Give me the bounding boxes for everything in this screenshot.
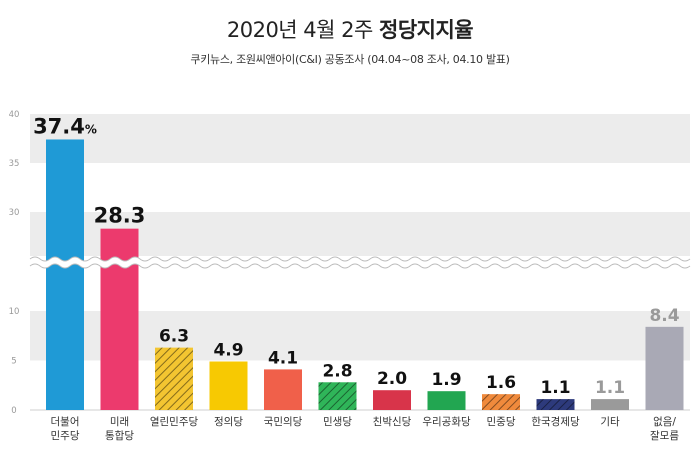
axis-break-band (30, 257, 690, 268)
bar (645, 326, 684, 410)
chart-title-bold: 정당지지율 (379, 18, 474, 42)
bar (264, 369, 302, 410)
bar-value-unit: % (85, 122, 97, 136)
bar-value-label: 4.1 (268, 348, 298, 368)
grid-band (30, 114, 690, 163)
y-tick-label: 40 (9, 110, 20, 120)
category-label: 미래 (110, 416, 129, 428)
y-tick-label: 0 (11, 406, 16, 416)
chart-title-light: 2020년 4월 2주 (226, 18, 373, 42)
bar-value-label: 8.4 (649, 306, 679, 326)
y-tick-label: 5 (11, 357, 16, 367)
grid-bands (30, 114, 690, 411)
bar-value-label: 2.8 (322, 361, 352, 381)
bar (482, 394, 520, 410)
category-label: 한국경제당 (531, 415, 580, 428)
bar-value-label: 2.0 (377, 369, 407, 389)
category-label: 정의당 (214, 416, 243, 428)
category-label: 민주당 (51, 430, 80, 442)
bar (155, 347, 193, 410)
category-label: 우리공화당 (422, 416, 471, 428)
category-label: 열린민주당 (150, 416, 199, 428)
chart-title: 2020년 4월 2주 정당지지율 (0, 14, 700, 44)
axis-break-line (29, 256, 691, 262)
category-label: 민중당 (487, 416, 516, 428)
bar (591, 399, 629, 410)
bar-value-label: 1.1 (540, 378, 570, 398)
bar (100, 228, 139, 410)
bar-value-label: 6.3 (159, 327, 189, 347)
category-label: 더불어 (51, 416, 80, 428)
bar (46, 139, 84, 411)
category-label: 국민의당 (264, 416, 303, 428)
bar (209, 361, 248, 410)
axis-break-line (29, 263, 691, 269)
bar-value-label: 1.6 (486, 373, 516, 393)
y-tick-label: 35 (9, 159, 20, 169)
category-label: 없음/ (653, 415, 676, 428)
chart-subtitle: 쿠키뉴스, 조원씨앤아이(C&I) 공동조사 (04.04~08 조사, 04.… (190, 53, 510, 66)
category-label: 통합당 (105, 430, 134, 442)
y-tick-label: 30 (9, 208, 20, 218)
bar (373, 390, 411, 410)
bar-value-label: 28.3 (94, 204, 146, 228)
bar-value-label: 4.9 (213, 340, 243, 360)
category-label: 기타 (600, 416, 620, 428)
bar (318, 382, 357, 410)
y-tick-label: 10 (9, 307, 20, 317)
axis-break (29, 256, 691, 269)
category-label: 친박신당 (373, 416, 412, 428)
bar-value-label: 1.9 (431, 370, 461, 390)
bar-value-label: 1.1 (595, 378, 625, 398)
bar (536, 399, 575, 410)
category-label: 민생당 (323, 416, 352, 428)
category-label: 잘모름 (650, 430, 679, 442)
grid-band (30, 311, 690, 361)
grid-band (30, 212, 690, 256)
y-axis-ticks: 0 5 10 30 35 40 (9, 110, 20, 416)
bar (427, 391, 466, 410)
